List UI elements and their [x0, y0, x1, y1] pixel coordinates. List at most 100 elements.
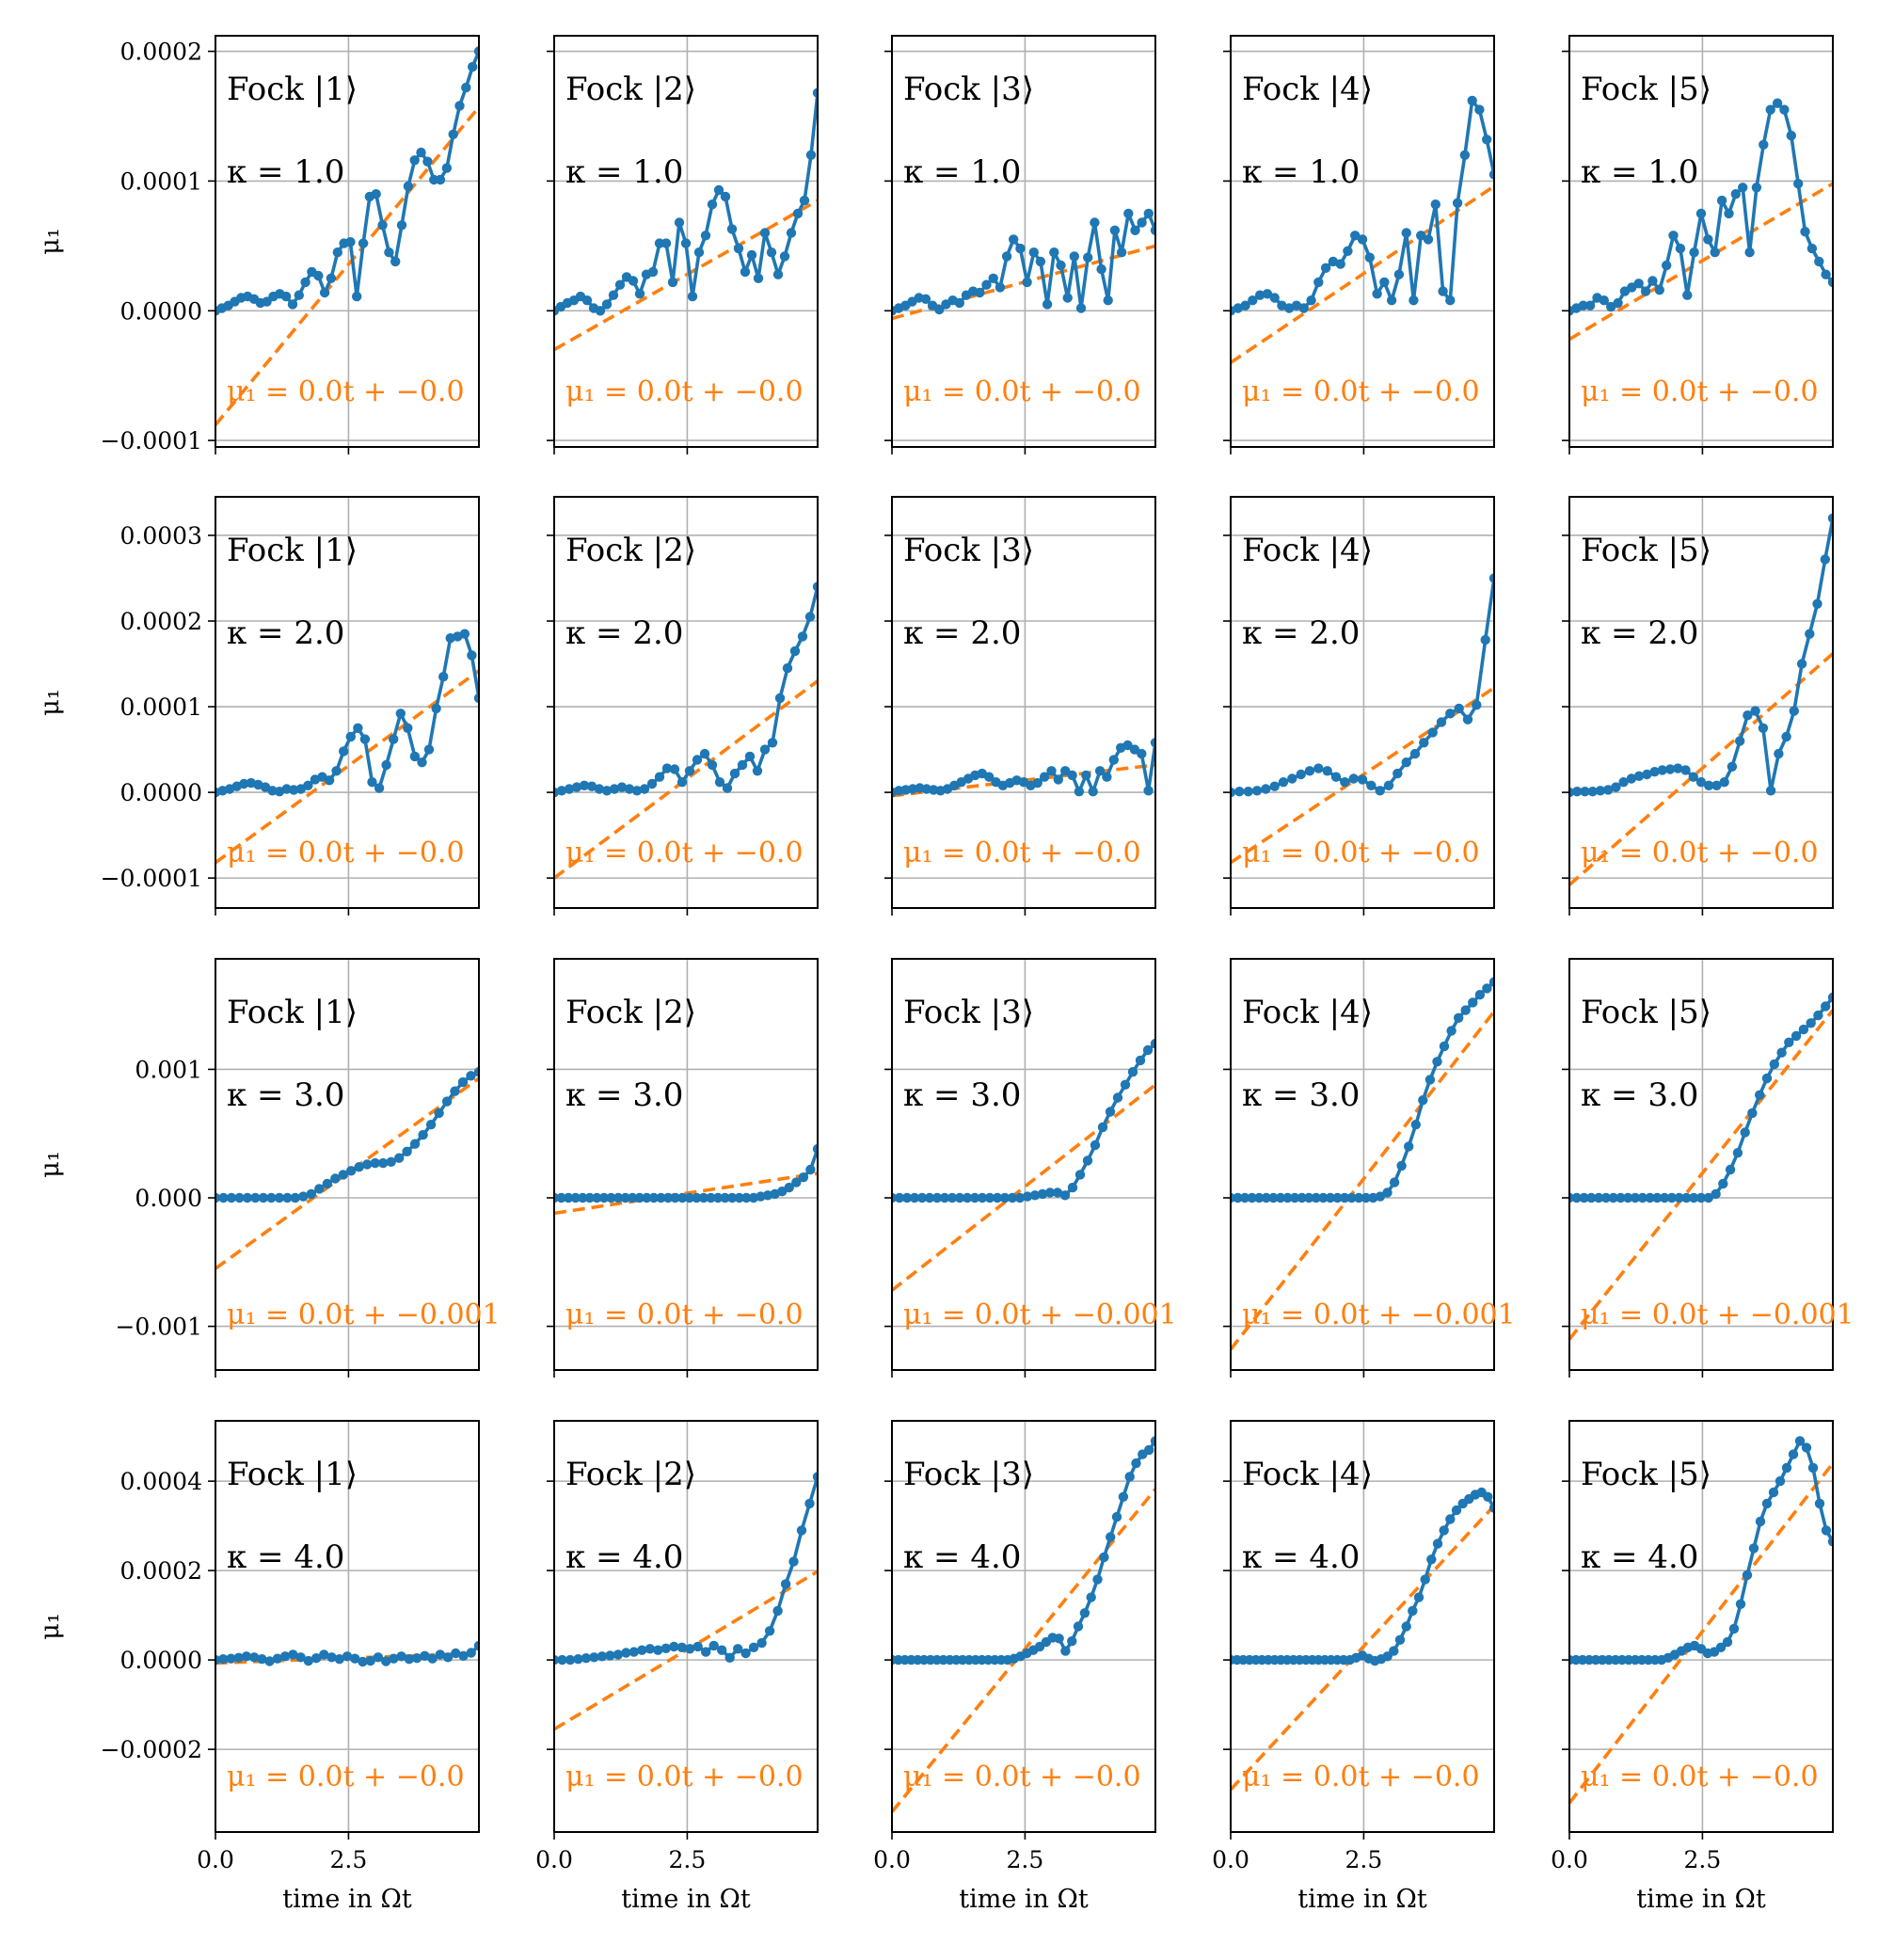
fit-equation-label: μ₁ = 0.0t + −0.0: [903, 1761, 1141, 1793]
data-point: [1584, 300, 1596, 311]
data-point: [1278, 777, 1289, 788]
data-point: [1772, 98, 1783, 108]
data-point: [1350, 231, 1361, 241]
data-point: [1695, 1192, 1707, 1203]
data-point: [377, 220, 388, 231]
data-point: [1439, 1041, 1450, 1052]
subplot-frame: [215, 35, 480, 448]
subplot-plot-area: [554, 582, 818, 880]
data-point: [396, 220, 407, 231]
data-point: [378, 1157, 389, 1169]
data-point: [290, 1192, 300, 1203]
data-point: [1432, 1057, 1442, 1067]
x-axis-label: time in Ωt: [1297, 1885, 1427, 1914]
fit-line: [1569, 1009, 1833, 1341]
data-point: [579, 780, 590, 790]
data-point: [692, 1192, 702, 1203]
data-point: [1394, 1634, 1406, 1646]
data-point: [1750, 706, 1760, 716]
data-point: [1248, 295, 1258, 306]
data-point: [740, 266, 751, 278]
data-point: [570, 1192, 581, 1203]
subplot-r3-c5: Fock |5⟩ κ = 3.0 μ₁ = 0.0t + −0.001: [1562, 958, 1854, 1378]
data-point: [1150, 1038, 1155, 1049]
data-point: [1096, 263, 1106, 275]
data-point: [692, 1641, 703, 1652]
data-point: [1137, 217, 1147, 228]
data-point: [1578, 300, 1588, 311]
data-point: [645, 1644, 655, 1654]
data-point: [1032, 777, 1042, 789]
data-point: [1401, 228, 1411, 238]
data-point: [805, 150, 817, 160]
data-point: [1482, 983, 1492, 994]
data-point: [733, 243, 744, 254]
data-point: [1111, 1511, 1122, 1522]
data-point: [1776, 1047, 1787, 1058]
kappa-label: κ = 4.0: [1581, 1538, 1698, 1576]
data-point: [563, 1192, 574, 1203]
data-point: [411, 1653, 422, 1664]
data-point: [1718, 1178, 1728, 1189]
data-point: [1234, 787, 1245, 797]
data-point: [458, 1650, 469, 1662]
fit-equation-label: μ₁ = 0.0t + −0.0: [903, 837, 1141, 869]
subplot-plot-area: [1231, 1487, 1494, 1792]
fit-line: [554, 1171, 818, 1216]
data-point: [639, 784, 650, 794]
data-point: [427, 1653, 438, 1664]
data-point: [764, 1626, 775, 1636]
data-point: [1092, 1574, 1103, 1585]
data-point: [684, 766, 695, 776]
data-point: [1759, 139, 1769, 150]
data-point: [1254, 290, 1265, 300]
data-point: [1748, 1543, 1759, 1554]
data-point: [324, 775, 335, 786]
data-point: [403, 181, 414, 192]
fit-equation-label: μ₁ = 0.0t + −0.0: [565, 1761, 804, 1793]
data-point: [370, 1157, 380, 1169]
data-point: [1436, 717, 1447, 727]
data-point: [1075, 303, 1087, 313]
fit-line: [1569, 1462, 1833, 1805]
subplot-plot-area: [892, 738, 1155, 798]
data-point: [1715, 1642, 1727, 1653]
subplot-r3-c2: Fock |2⟩ κ = 3.0 μ₁ = 0.0t + −0.0: [547, 958, 819, 1378]
fit-line: [554, 199, 818, 352]
data-point: [772, 1605, 783, 1617]
data-point: [1118, 1491, 1129, 1503]
kappa-label: κ = 3.0: [903, 1076, 1021, 1114]
data-point: [1357, 774, 1368, 785]
x-tick-label: 2.5: [1684, 1846, 1722, 1873]
data-point: [258, 1192, 269, 1203]
data-point: [954, 297, 964, 309]
data-point: [1022, 1191, 1033, 1202]
data-point: [402, 1146, 412, 1157]
data-point: [1645, 1192, 1655, 1203]
data-point: [1127, 1067, 1138, 1077]
subplot-frame: [215, 496, 480, 909]
fock-state-label: Fock |5⟩: [1581, 532, 1711, 569]
data-point: [621, 1648, 631, 1658]
subplot-r1-c3: Fock |3⟩ κ = 1.0 μ₁ = 0.0t + −0.0: [884, 35, 1156, 454]
y-axis-label: μ₁: [36, 228, 65, 254]
data-point: [1067, 1182, 1078, 1193]
data-point: [796, 1525, 807, 1536]
data-point: [1426, 1554, 1437, 1565]
data-point: [1035, 256, 1046, 267]
data-point: [656, 1192, 666, 1203]
data-point: [1269, 293, 1280, 303]
data-point: [992, 1192, 1003, 1203]
data-point: [1747, 1107, 1758, 1119]
data-point: [1343, 246, 1353, 256]
subplot-r3-c3: Fock |3⟩ κ = 3.0 μ₁ = 0.0t + −0.001: [884, 958, 1177, 1378]
data-point: [1240, 300, 1250, 311]
data-point: [1354, 1192, 1364, 1203]
fit-line: [1569, 652, 1833, 886]
data-point: [1608, 1192, 1618, 1203]
subplot-plot-area: [1569, 98, 1833, 342]
subplot-frame: [1568, 958, 1834, 1371]
data-point: [1738, 183, 1748, 193]
data-point: [1015, 243, 1026, 254]
data-point: [409, 155, 420, 166]
